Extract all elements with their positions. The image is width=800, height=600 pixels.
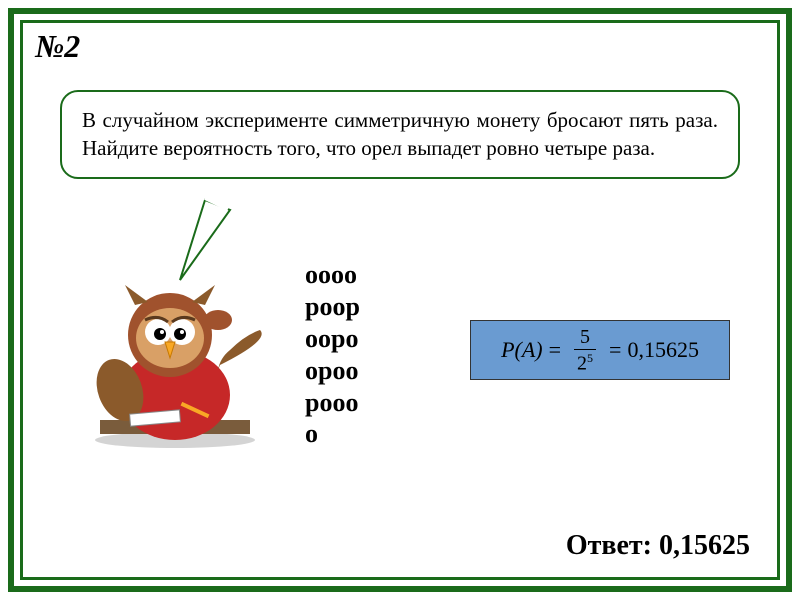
denom-base: 2 — [577, 352, 587, 374]
formula-result: 0,15625 — [627, 337, 699, 363]
outcome-row: pооо — [305, 388, 360, 418]
fraction: 5 25 — [571, 327, 599, 374]
owl-illustration — [70, 280, 280, 450]
corner-in-br — [776, 576, 786, 586]
denominator: 25 — [571, 350, 599, 374]
formula-box: P(A) = 5 25 = 0,15625 — [470, 320, 730, 380]
outcome-row: оооо — [305, 260, 360, 290]
outcome-row: роор — [305, 292, 360, 322]
problem-number: №2 — [35, 28, 80, 65]
equals-sign: = — [549, 337, 561, 363]
problem-text: В случайном эксперименте симметричную мо… — [82, 108, 718, 160]
answer-label: Ответ: — [566, 530, 652, 561]
problem-text-bubble: В случайном эксперименте симметричную мо… — [60, 90, 740, 179]
corner-in-tr — [776, 14, 786, 24]
corner-in-tl — [14, 14, 24, 24]
equals-sign-2: = — [609, 337, 621, 363]
outcome-row: oроо — [305, 356, 360, 386]
answer-value: 0,15625 — [659, 530, 750, 561]
outcomes-list: оооо роор oоро oроо pооо о — [305, 260, 360, 451]
outcome-row: о — [305, 419, 360, 449]
outcome-row: oоро — [305, 324, 360, 354]
numerator: 5 — [574, 327, 596, 350]
answer-line: Ответ: 0,15625 — [566, 530, 750, 562]
denom-exp: 5 — [587, 351, 593, 365]
corner-in-bl — [14, 576, 24, 586]
formula-lhs: P(A) — [501, 337, 543, 363]
